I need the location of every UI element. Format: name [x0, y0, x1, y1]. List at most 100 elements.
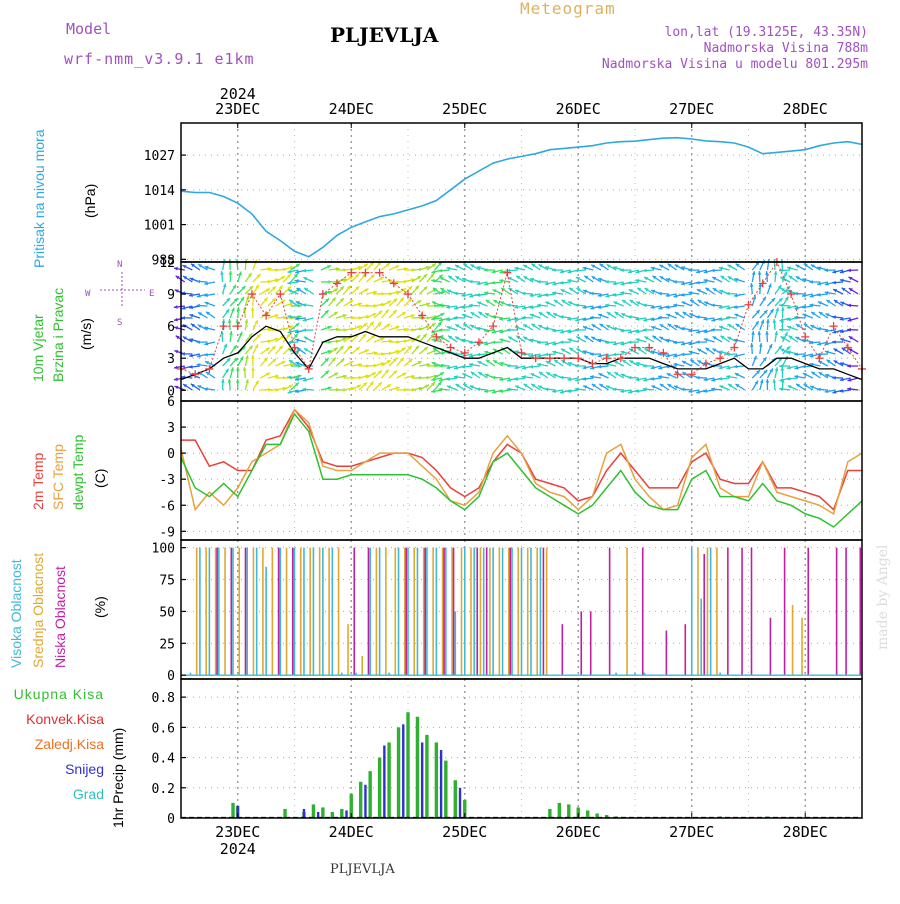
bottom-year-label: 2024 [220, 840, 256, 858]
precip-total-bar [283, 809, 286, 818]
bottom-date-label: 23DEC [215, 823, 260, 841]
clouds-ytick-label: 25 [159, 637, 175, 652]
compass-south: S [117, 318, 122, 328]
wind-ytick-label: 3 [167, 352, 175, 367]
precip-total-bar [558, 803, 561, 818]
precip-total-bar [321, 807, 324, 818]
precip-snow-bar [383, 745, 385, 818]
model-label: Model [66, 20, 111, 38]
meteogram-title: Meteogram [520, 0, 616, 18]
precip-panel-bg [181, 679, 862, 818]
top-date-label: 24DEC [329, 100, 374, 118]
pressure-ytick-label: 1027 [144, 149, 175, 164]
precip-total-bar [425, 735, 428, 818]
compass-east: E [149, 289, 154, 299]
credit-label: made by Angel [875, 545, 891, 651]
temperature-ytick-label: 3 [167, 421, 175, 436]
top-date-label: 28DEC [783, 100, 828, 118]
temperature-ytick-label: 0 [167, 447, 175, 462]
precip-total-bar [368, 771, 371, 818]
bottom-date-label: 27DEC [669, 823, 714, 841]
precip-ytick-label: 0.6 [152, 721, 175, 736]
top-date-label: 26DEC [556, 100, 601, 118]
precip-total-bar [387, 742, 390, 818]
cloud-unit: (%) [92, 596, 108, 618]
precip-total-bar [397, 727, 400, 818]
clouds-ytick-label: 50 [159, 605, 175, 620]
compass-west: W [85, 289, 90, 299]
bottom-city-label: PLJEVLJA [330, 862, 395, 877]
top-year-label: 2024 [220, 85, 256, 103]
precip-total-bar [435, 742, 438, 818]
precip-total-bar [586, 810, 589, 818]
precip-total-bar [378, 758, 381, 818]
bottom-date-label: 28DEC [783, 823, 828, 841]
precip-ytick-label: 0 [167, 812, 175, 827]
precip-snow-bar [345, 810, 347, 818]
temperature-ytick-label: -6 [159, 499, 175, 514]
cloud-mid-label: Srednja Oblacnost [30, 553, 46, 668]
clouds-ytick-label: 100 [152, 542, 175, 557]
precip-frozen-label: Zaledj.Kisa [35, 736, 104, 752]
top-date-label: 25DEC [442, 100, 487, 118]
model-elevation-label: Nadmorska Visina u modelu 801.295m [602, 57, 868, 72]
pressure-unit: (hPa) [82, 184, 98, 218]
wind-unit: (m/s) [78, 318, 94, 350]
precip-ytick-label: 0.4 [152, 752, 176, 767]
precip-total-bar [454, 780, 457, 818]
precip-total-bar [231, 803, 234, 818]
compass-north: N [117, 260, 122, 270]
clouds-ytick-label: 0 [167, 669, 175, 684]
lonlat-label: lon,lat (19.3125E, 43.35N) [665, 25, 869, 40]
cloud-high-label: Visoka Oblacnost [8, 559, 24, 668]
precip-total-bar [416, 717, 419, 818]
precip-conv-label: Konvek.Kisa [26, 711, 104, 727]
model-name: wrf-nmm_v3.9.1 e1km [64, 50, 255, 68]
hail-label: Grad [73, 786, 104, 802]
temp2m-label: 2m Temp [30, 453, 46, 510]
temperature-ytick-label: 6 [167, 395, 175, 410]
page-title: PLJEVLJA [330, 23, 438, 47]
wind-title: 10m Vjetar [30, 314, 46, 382]
precip-total-bar [567, 804, 570, 818]
clouds-ytick-label: 75 [159, 574, 175, 589]
bottom-date-label: 25DEC [442, 823, 487, 841]
precip-ytick-label: 0.8 [152, 691, 175, 706]
elevation-label: Nadmorska Visina 788m [704, 41, 868, 56]
precip-snow-bar [421, 742, 423, 818]
bottom-date-label: 24DEC [329, 823, 374, 841]
wind-subtitle: Brzina i Pravac [50, 288, 66, 382]
wind-ytick-label: 6 [167, 320, 175, 335]
precip-snow-bar [402, 724, 404, 818]
snow-label: Snijeg [65, 761, 104, 777]
precip-total-bar [406, 712, 409, 818]
bottom-date-label: 26DEC [556, 823, 601, 841]
pressure-ytick-label: 1014 [144, 184, 175, 199]
cloud-low-label: Niska Oblacnost [52, 566, 68, 668]
dewpt-temp-label: dewpt Temp [70, 435, 86, 510]
precip-total-bar [548, 809, 551, 818]
wind-ytick-label: 9 [167, 288, 175, 303]
precip-unit: 1hr Precip (mm) [110, 728, 126, 828]
wind-ytick-label: 12 [159, 256, 175, 271]
top-date-label: 27DEC [669, 100, 714, 118]
precip-total-bar [312, 804, 315, 818]
pressure-panel-bg [181, 123, 862, 262]
temperature-ytick-label: -9 [159, 525, 175, 540]
precip-snow-bar [303, 809, 305, 818]
precip-snow-bar [364, 785, 366, 818]
precip-total-label: Ukupna Kisa [14, 686, 104, 702]
temp-unit: (C) [92, 469, 108, 488]
precip-total-bar [359, 782, 362, 818]
precip-total-bar [444, 761, 447, 818]
pressure-ytick-label: 1001 [144, 219, 175, 234]
pressure-title: Pritisak na nivou mora [31, 129, 47, 268]
precip-ytick-label: 0.2 [152, 782, 175, 797]
temperature-ytick-label: -3 [159, 473, 175, 488]
precip-snow-bar [440, 750, 442, 818]
compass-rose [100, 272, 145, 308]
precip-snow-bar [459, 788, 461, 818]
precip-total-bar [340, 809, 343, 818]
sfc-temp-label: SFC Temp [50, 444, 66, 510]
